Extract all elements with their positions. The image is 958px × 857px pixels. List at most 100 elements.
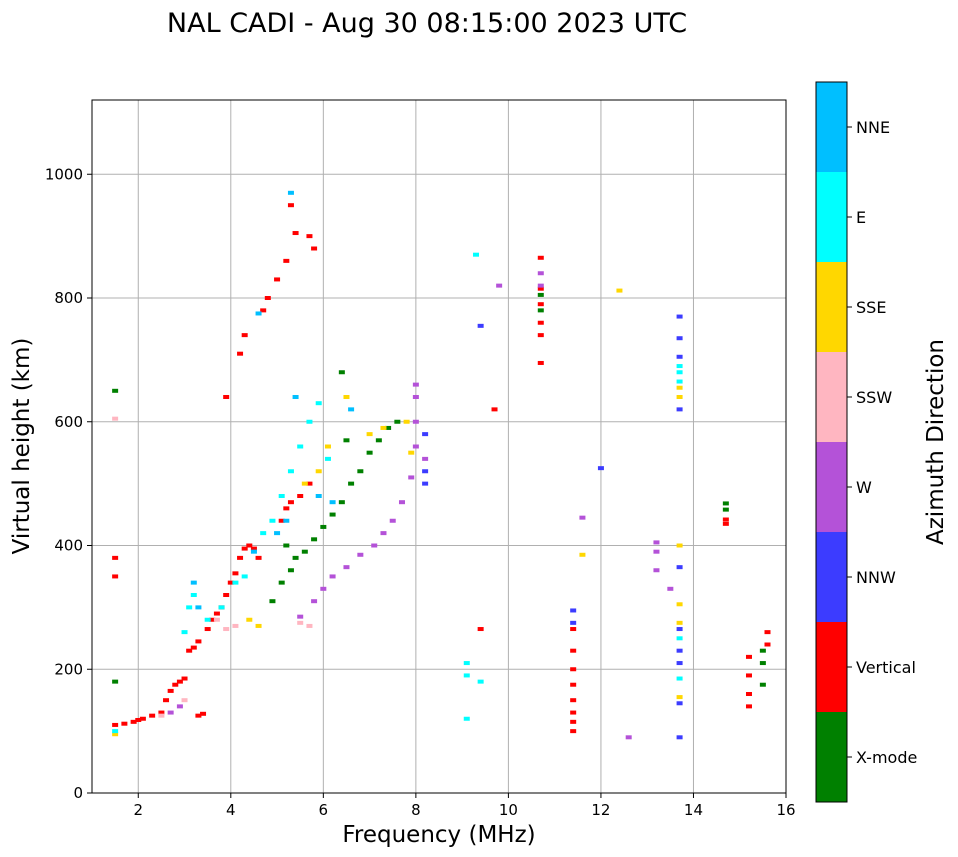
point-w [537,283,544,288]
point-vertical [537,255,544,260]
point-vertical [570,667,577,672]
point-vertical [227,580,234,585]
point-nnw [676,701,683,706]
point-w [398,500,405,505]
point-vertical [163,698,170,703]
point-x-mode [375,438,382,443]
point-x-mode [385,425,392,430]
point-sse [366,432,373,437]
point-e [190,593,197,597]
point-vertical [292,231,299,236]
point-x-mode [278,580,285,585]
point-nnw [676,336,683,341]
point-w [311,599,318,604]
point-vertical [223,395,230,399]
x-tick-label: 10 [499,801,518,819]
point-e [306,419,313,424]
point-vertical [570,729,577,734]
point-vertical [195,713,202,718]
point-vertical [745,704,752,709]
point-sse [408,450,415,455]
point-x-mode [366,450,373,455]
point-vertical [570,698,577,703]
x-tick-label: 12 [591,801,610,819]
point-vertical [722,521,729,526]
point-e [676,676,683,681]
point-nnw [676,407,683,412]
point-x-mode [338,500,345,505]
chart-title: NAL CADI - Aug 30 08:15:00 2023 UTC [167,8,687,39]
point-vertical [223,593,230,597]
point-nnw [676,314,683,319]
point-x-mode [338,370,345,375]
point-nnw [570,608,577,613]
point-e [473,252,480,257]
point-w [412,382,419,387]
point-x-mode [343,438,350,443]
colorbar-segment [816,172,847,262]
point-vertical [237,351,244,356]
point-vertical [264,296,271,300]
point-nnw [422,469,429,474]
point-vertical [537,302,544,307]
point-vertical [204,627,211,632]
point-vertical [477,627,484,632]
point-x-mode [759,682,766,687]
point-x-mode [537,292,544,297]
point-vertical [311,246,318,251]
colorbar: X-mode Vertical NNW W SSW SSE E NNE [815,81,917,803]
x-tick-label: 16 [776,801,795,819]
point-vertical [306,234,313,239]
point-sse [301,481,308,486]
point-nne [283,518,290,523]
point-sse [112,732,119,737]
colorbar-tick-label: SSE [856,298,886,317]
point-e [204,617,211,622]
point-vertical [764,630,771,635]
point-w [176,704,183,709]
y-tick-label: 600 [54,413,83,431]
point-e [241,574,248,579]
x-tick-label: 14 [684,801,703,819]
point-sse [403,419,410,424]
point-w [653,568,660,573]
point-e [260,531,267,536]
colorbar-tick-label: NNE [856,118,890,137]
point-vertical [200,711,207,716]
x-tick-label: 8 [411,801,421,819]
point-nnw [422,432,429,437]
point-vertical [537,333,544,338]
point-vertical [121,721,128,726]
point-nnw [570,620,577,625]
point-w [167,710,174,715]
point-w [653,549,660,554]
y-tick-label: 800 [54,289,83,307]
colorbar-tick-label: W [856,478,872,497]
point-vertical [135,717,142,722]
point-sse [676,543,683,548]
point-sse [676,620,683,625]
point-ssw [158,713,165,718]
x-tick-label: 4 [226,801,236,819]
x-axis-ticks: 2 4 6 8 10 12 14 16 [133,793,796,819]
point-x-mode [759,648,766,653]
point-sse [380,425,387,430]
y-axis-ticks: 0 200 400 600 800 1000 [45,165,92,802]
point-w [389,518,396,523]
point-ssw [232,623,239,628]
point-vertical [246,543,253,548]
point-w [371,543,378,548]
point-e [315,401,322,406]
colorbar-tick-label: SSW [856,388,892,407]
point-w [653,540,660,545]
point-e [181,630,188,635]
point-nnw [676,627,683,632]
colorbar-segment [816,82,847,172]
point-nne [195,605,202,610]
point-vertical [570,682,577,687]
colorbar-segment [816,532,847,622]
point-x-mode [311,537,318,542]
point-nnw [676,661,683,666]
y-tick-label: 0 [73,784,83,802]
point-nnw [676,565,683,570]
